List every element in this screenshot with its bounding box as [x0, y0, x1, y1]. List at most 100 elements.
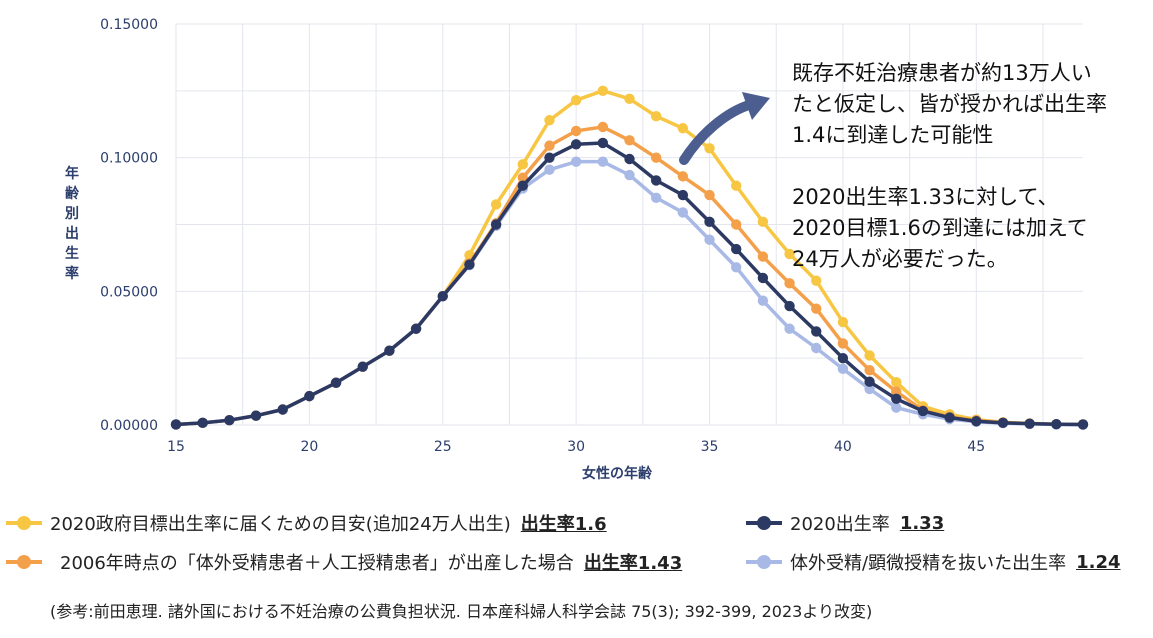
legend-marker-lightblue	[746, 555, 782, 569]
data-point	[544, 164, 555, 175]
data-point	[757, 295, 769, 306]
x-tick-label: 30	[567, 439, 585, 455]
data-point	[304, 390, 315, 402]
data-point	[864, 364, 875, 376]
legend-label-2006: 2006年時点の「体外受精患者＋人工授精患者」が出産した場合	[60, 553, 574, 574]
data-point	[597, 85, 609, 97]
y-axis-title-char: 年	[65, 165, 79, 182]
y-axis-title-char: 生	[65, 245, 79, 262]
data-point	[597, 137, 609, 149]
data-point	[490, 219, 502, 230]
legend-item-2006: 2006年時点の「体外受精患者＋人工授精患者」が出産した場合 出生率1.43	[4, 546, 682, 578]
data-point	[757, 251, 769, 262]
y-tick-label: 0.00000	[100, 418, 158, 434]
data-point	[544, 140, 555, 151]
data-point	[437, 290, 448, 302]
data-point	[1051, 418, 1062, 430]
data-point	[704, 143, 715, 154]
data-point	[704, 216, 715, 228]
data-point	[170, 419, 182, 430]
legend-marker-navy	[746, 516, 782, 530]
data-point	[624, 135, 635, 146]
y-axis-title-char: 齢	[65, 185, 80, 202]
legend-value-2020: 1.33	[899, 512, 945, 534]
x-tick-label: 35	[701, 439, 719, 455]
y-tick-label: 0.15000	[100, 17, 158, 33]
data-point	[784, 248, 795, 260]
data-point	[811, 326, 822, 337]
data-point	[570, 139, 582, 150]
x-tick-label: 20	[300, 439, 318, 455]
reference-note: (参考:前田恵理. 諸外国における不妊治療の公費負担状況. 日本産科婦人科学会誌…	[50, 602, 873, 621]
y-tick-label: 0.10000	[100, 151, 158, 167]
data-point	[570, 156, 582, 167]
data-point	[811, 303, 822, 314]
chart-series	[170, 85, 1089, 430]
y-axis-title-char: 別	[64, 206, 79, 222]
annotation-line2: 2020出生率1.33に対して、 2020目標1.6の到達には加えて 24万人が…	[792, 185, 1088, 271]
data-point	[650, 152, 662, 163]
data-point	[330, 377, 342, 388]
data-point	[704, 189, 715, 201]
data-point	[384, 345, 395, 356]
series-2	[170, 137, 1089, 430]
data-point	[677, 171, 689, 182]
data-point	[811, 275, 822, 286]
y-axis-title-char: 出	[65, 225, 79, 242]
trend-arrow	[679, 92, 770, 165]
data-point	[624, 93, 635, 105]
data-point	[917, 405, 929, 417]
chart: 15 20 25 30 35 40 45 0.00000 0.05000 0.10000 0.150…	[64, 17, 1089, 482]
data-point	[891, 386, 902, 397]
data-point	[624, 153, 635, 165]
data-point	[891, 402, 902, 413]
legend-label-2020: 2020出生率	[790, 514, 890, 535]
data-point	[731, 243, 742, 255]
data-point	[490, 199, 502, 210]
data-point	[757, 272, 769, 284]
data-point	[1077, 419, 1089, 430]
data-point	[784, 278, 795, 289]
legend-label-no-ivf: 体外受精/顕微授精を抜いた出生率	[790, 553, 1067, 574]
data-point	[570, 94, 582, 106]
data-point	[731, 262, 742, 273]
data-point	[517, 180, 528, 191]
data-point	[891, 377, 902, 388]
legend-item-target-1-6: 2020政府目標出生率に届くための目安(追加24万人出生) 出生率1.6	[4, 507, 607, 539]
x-axis-title: 女性の年齢	[582, 465, 653, 482]
data-point	[731, 180, 742, 191]
legend-value-2006: 出生率1.43	[583, 553, 683, 574]
y-axis-title-char: 率	[65, 265, 79, 282]
data-point	[464, 259, 475, 270]
data-point	[784, 300, 795, 312]
data-point	[650, 175, 662, 186]
data-point	[544, 152, 555, 163]
data-point	[891, 393, 902, 405]
data-point	[624, 169, 635, 181]
x-tick-label: 45	[967, 439, 985, 455]
data-point	[410, 323, 422, 334]
data-point	[197, 417, 208, 429]
legend-value-no-ivf: 1.24	[1076, 551, 1121, 573]
data-point	[784, 323, 795, 334]
data-point	[570, 125, 582, 137]
data-point	[650, 111, 662, 122]
data-point	[517, 172, 528, 183]
annotation-box: 既存不妊治療患者が約13万人い たと仮定し、皆が授かれば出生率 1.4に到達した…	[792, 58, 1142, 275]
x-tick-label: 15	[167, 439, 185, 455]
data-point	[597, 121, 609, 133]
data-point	[837, 363, 849, 375]
legend-label-target: 2020政府目標出生率に届くための目安(追加24万人出生)	[50, 514, 511, 535]
data-point	[837, 352, 849, 364]
data-point	[731, 219, 742, 230]
y-tick-label: 0.05000	[100, 284, 158, 300]
x-tick-label: 40	[834, 439, 852, 455]
legend-value-target: 出生率1.6	[520, 514, 607, 535]
data-point	[704, 234, 715, 245]
data-point	[837, 316, 849, 328]
data-point	[864, 383, 875, 395]
x-tick-label: 25	[434, 439, 452, 455]
data-point	[517, 159, 528, 170]
data-point	[971, 416, 982, 427]
